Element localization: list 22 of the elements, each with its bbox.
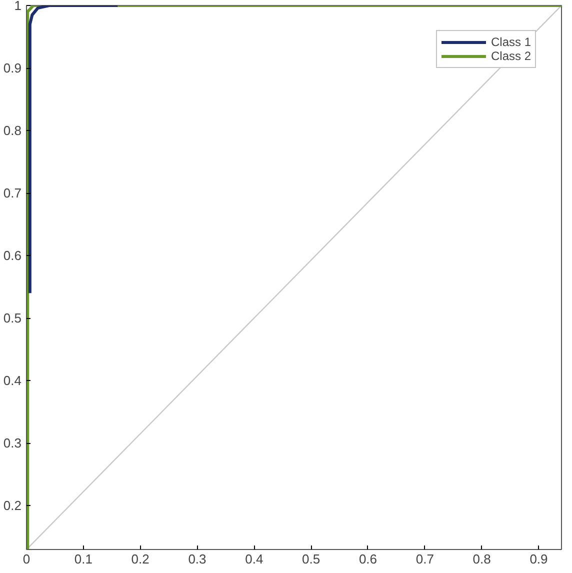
y-tick-label: 0.7: [3, 186, 22, 201]
line-series: [28, 6, 120, 295]
x-tick-label: 0.7: [416, 552, 434, 566]
x-tick-label: 0.9: [530, 552, 548, 566]
x-tick-label: 0.8: [472, 552, 491, 566]
y-tick-label: 0.8: [3, 123, 22, 138]
y-tick-label: 0.2: [3, 498, 22, 514]
x-tick-label: 0.2: [131, 552, 150, 566]
legend-label: Class 1: [490, 35, 531, 49]
legend-label: Class 2: [490, 49, 531, 63]
y-tick-label: 0.3: [3, 436, 22, 451]
y-tick-label: 0.5: [3, 310, 22, 326]
x-tick-label: 0.1: [74, 552, 92, 566]
x-tick-label: 0.3: [188, 552, 206, 566]
y-tick-label: 0.9: [3, 60, 22, 76]
y-tick-label: 1: [14, 0, 22, 13]
x-tick-label: 0.6: [358, 552, 378, 566]
y-tick-label: 0.6: [3, 248, 22, 264]
x-tick-label: 0.5: [302, 552, 320, 566]
y-tick-label: 0.4: [3, 373, 22, 388]
x-tick-label: 0.4: [245, 552, 264, 566]
x-tick-label: 0: [22, 552, 30, 566]
